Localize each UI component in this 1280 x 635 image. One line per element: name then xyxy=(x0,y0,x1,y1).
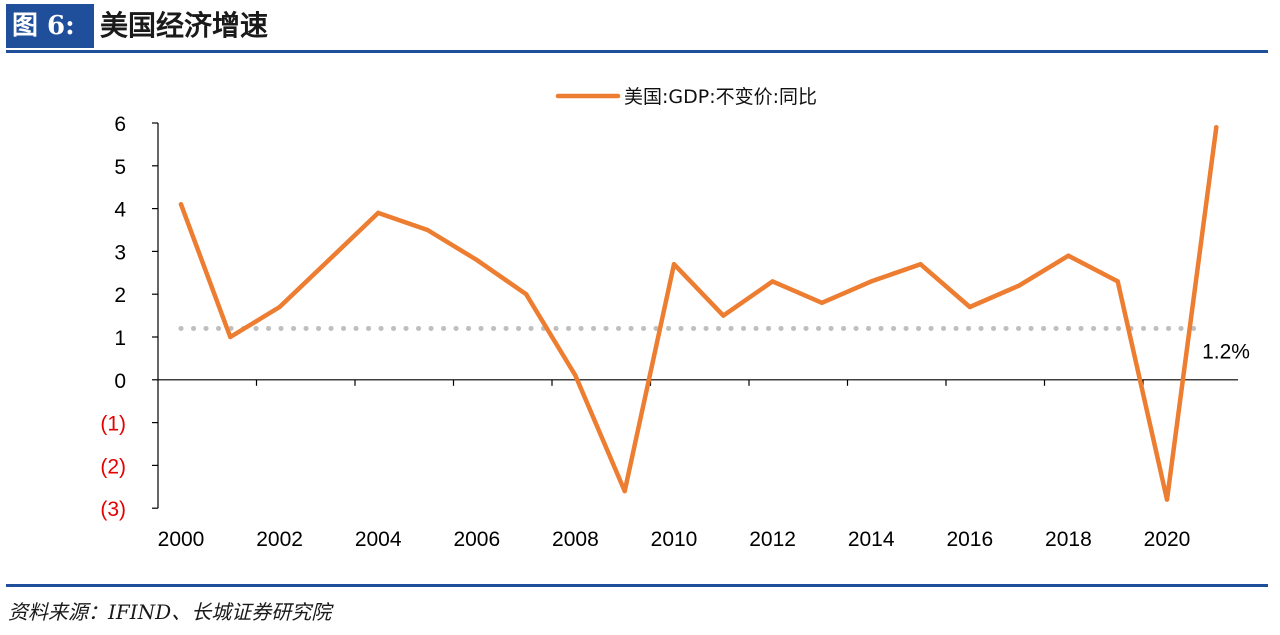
x-tick-label: 2014 xyxy=(848,528,895,551)
gdp-growth-chart: 6 5 4 3 2 1 0 (1) (2) (3) 2000 2002 2004 2006 2008 2010… xyxy=(100,86,1250,551)
x-tick-label: 2004 xyxy=(355,528,402,551)
data-point xyxy=(228,334,233,340)
x-tick-label: 2000 xyxy=(158,528,205,551)
y-tick-label: (3) xyxy=(100,498,126,521)
y-tick-label: 6 xyxy=(114,113,126,136)
legend-label: 美国:GDP:不变价:同比 xyxy=(624,86,817,108)
data-point xyxy=(326,257,332,263)
data-point xyxy=(1066,253,1071,258)
x-tick-label: 2020 xyxy=(1144,528,1191,551)
data-point xyxy=(1214,125,1219,130)
data-point xyxy=(1115,279,1120,284)
series-line xyxy=(178,125,1219,502)
x-tick-label: 2010 xyxy=(651,528,698,551)
data-point xyxy=(573,373,578,378)
data-point xyxy=(1016,283,1022,288)
figure-header: 图 6: 美国经济增速 xyxy=(0,0,1268,52)
data-point xyxy=(376,210,381,216)
x-tick-label: 2012 xyxy=(749,528,796,551)
x-tick-label: 2008 xyxy=(552,528,599,551)
data-point xyxy=(1164,497,1170,502)
y-tick-label: 5 xyxy=(114,156,126,179)
data-point xyxy=(622,488,627,494)
y-tick-label: (1) xyxy=(100,413,126,436)
y-tick-label: (2) xyxy=(100,455,126,478)
y-tick-label: 4 xyxy=(114,199,126,222)
data-point xyxy=(918,262,923,267)
data-point xyxy=(967,304,972,310)
data-point xyxy=(869,279,874,284)
data-point xyxy=(770,279,775,284)
y-tick-label: 1 xyxy=(114,327,126,350)
y-tick-label: 0 xyxy=(114,370,126,393)
header-rule xyxy=(6,50,1268,53)
footer-rule xyxy=(6,584,1268,587)
y-tick-label: 2 xyxy=(114,284,126,307)
data-point xyxy=(819,300,825,305)
x-tick-label: 2018 xyxy=(1045,528,1092,551)
data-point xyxy=(474,257,479,263)
data-point xyxy=(671,262,677,267)
source-note: 资料来源：IFIND、长城证券研究院 xyxy=(8,600,332,624)
data-point xyxy=(721,313,726,318)
figure-label: 图 6: xyxy=(6,4,94,48)
data-point xyxy=(178,202,184,207)
data-point xyxy=(425,227,430,233)
reference-label: 1.2% xyxy=(1202,340,1250,363)
x-tick-label: 2002 xyxy=(256,528,303,551)
y-tick-label: 3 xyxy=(114,241,126,264)
x-tick-label: 2016 xyxy=(946,528,993,551)
x-tick-label: 2006 xyxy=(453,528,500,551)
data-point xyxy=(277,304,282,310)
figure-title: 美国经济增速 xyxy=(100,9,269,42)
data-point xyxy=(523,292,529,297)
